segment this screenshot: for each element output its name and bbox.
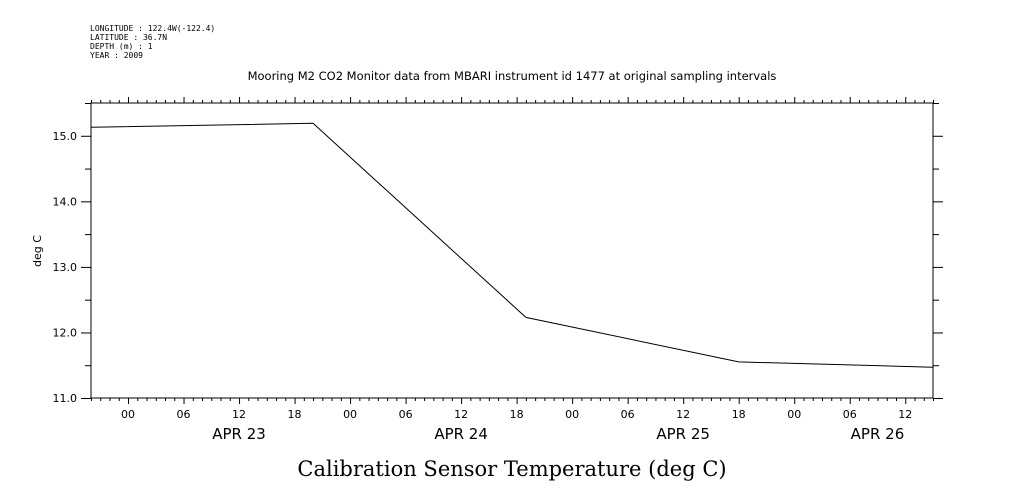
x-tick-label: 06: [399, 408, 413, 421]
y-tick-label: 14.0: [53, 195, 78, 208]
x-tick-label: 00: [565, 408, 579, 421]
x-tick-label: 06: [177, 408, 191, 421]
chart-caption: Calibration Sensor Temperature (deg C): [297, 457, 726, 481]
chart-title: Mooring M2 CO2 Monitor data from MBARI i…: [248, 69, 777, 83]
meta-year: YEAR : 2009: [90, 51, 143, 60]
y-tick-label: 12.0: [53, 326, 78, 339]
y-tick-label: 15.0: [53, 130, 78, 143]
x-tick-label: 00: [787, 408, 801, 421]
x-tick-label: 18: [288, 408, 302, 421]
day-label: APR 26: [851, 425, 905, 443]
meta-longitude: LONGITUDE : 122.4W(-122.4): [90, 24, 215, 33]
meta-latitude: LATITUDE : 36.7N: [90, 33, 167, 42]
x-tick-label: 06: [621, 408, 635, 421]
day-label: APR 23: [212, 425, 266, 443]
x-tick-label: 18: [732, 408, 746, 421]
y-tick-label: 11.0: [53, 392, 78, 405]
x-tick-label: 18: [510, 408, 524, 421]
series-line: [90, 122, 934, 368]
series-group: [90, 122, 934, 368]
x-tick-label: 00: [121, 408, 135, 421]
x-tick-labels: 00 06 12 18 00 06 12 18 00 06 12 18 00 06 12: [121, 408, 912, 421]
x-tick-label: 12: [454, 408, 468, 421]
day-label: APR 24: [434, 425, 488, 443]
metadata-block: LONGITUDE : 122.4W(-122.4) LATITUDE : 36…: [90, 24, 215, 60]
x-tick-label: 12: [676, 408, 690, 421]
day-labels: APR 23 APR 24 APR 25 APR 26: [212, 425, 904, 443]
y-tick-label: 13.0: [53, 261, 78, 274]
x-tick-label: 12: [898, 408, 912, 421]
y-tick-labels: 11.0 12.0 13.0 14.0 15.0: [53, 130, 78, 405]
meta-depth: DEPTH (m) : 1: [90, 42, 153, 51]
y-axis-label: deg C: [31, 235, 44, 267]
x-tick-label: 06: [843, 408, 857, 421]
plot-frame: [90, 102, 934, 399]
x-tick-label: 12: [232, 408, 246, 421]
x-tick-label: 00: [343, 408, 357, 421]
day-label: APR 25: [656, 425, 710, 443]
axis-ticks: [81, 97, 943, 404]
